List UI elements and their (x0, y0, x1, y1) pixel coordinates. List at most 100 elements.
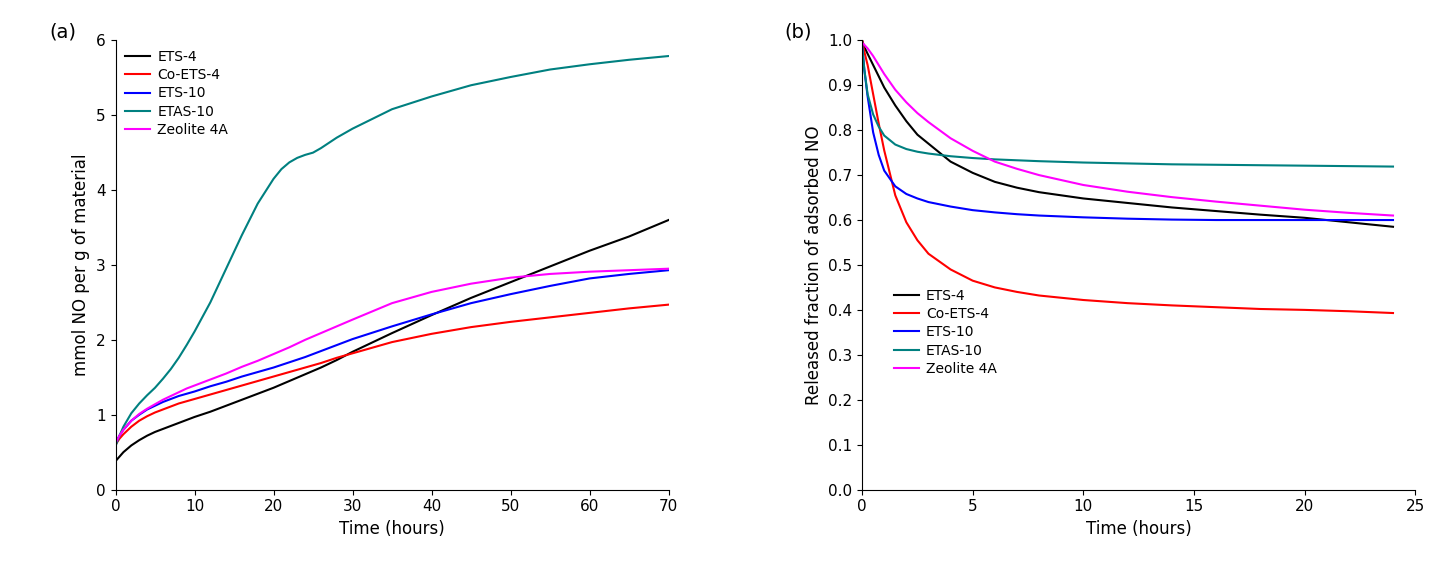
Co-ETS-4 (887, 192, 904, 199)
Zeolite 4A (178, 385, 195, 392)
ETS-10 (146, 402, 163, 409)
Co-ETS-4 (296, 364, 313, 371)
X-axis label: Time (hours): Time (hours) (339, 520, 445, 538)
Co-ETS-4 (312, 359, 329, 366)
Co-ETS-4 (139, 413, 156, 420)
ETS-10 (312, 347, 329, 354)
ETAS-10 (965, 154, 982, 161)
ETS-4 (542, 263, 559, 270)
Line: Co-ETS-4: Co-ETS-4 (862, 40, 1393, 313)
ETS-10 (264, 364, 282, 371)
ETAS-10 (273, 166, 290, 173)
ETS-10 (920, 199, 937, 206)
Co-ETS-4 (1252, 305, 1269, 312)
ETAS-10 (1340, 162, 1357, 169)
ETAS-10 (155, 376, 172, 382)
ETAS-10 (1385, 163, 1402, 170)
ETS-4 (853, 37, 871, 44)
Zeolite 4A (1074, 181, 1092, 188)
ETS-10 (859, 93, 877, 100)
ETS-10 (178, 391, 195, 397)
ETS-4 (1207, 207, 1225, 214)
ETAS-10 (280, 159, 297, 166)
Zeolite 4A (155, 396, 172, 403)
Zeolite 4A (898, 99, 915, 106)
ETAS-10 (130, 400, 147, 407)
ETS-10 (423, 311, 440, 318)
ETAS-10 (178, 342, 195, 348)
ETS-10 (1207, 217, 1225, 223)
ETS-10 (1340, 217, 1357, 223)
ETAS-10 (853, 41, 871, 48)
ETS-10 (1162, 216, 1180, 223)
Zeolite 4A (170, 389, 188, 396)
ETS-10 (853, 41, 871, 48)
Co-ETS-4 (1074, 297, 1092, 304)
ETS-10 (344, 336, 361, 343)
Co-ETS-4 (920, 250, 937, 257)
Zeolite 4A (312, 329, 329, 336)
ETS-4 (170, 419, 188, 426)
ETS-4 (1008, 184, 1025, 191)
ETS-10 (123, 417, 140, 424)
ETAS-10 (139, 392, 156, 399)
Co-ETS-4 (280, 369, 297, 376)
ETS-4 (875, 84, 892, 91)
ETS-10 (111, 432, 129, 439)
ETAS-10 (1162, 161, 1180, 168)
ETS-10 (114, 426, 131, 433)
Zeolite 4A (423, 289, 440, 295)
Co-ETS-4 (580, 309, 598, 316)
ETS-4 (280, 378, 297, 385)
Zeolite 4A (130, 411, 147, 418)
Zeolite 4A (660, 265, 677, 272)
Zeolite 4A (328, 323, 345, 330)
Line: ETAS-10: ETAS-10 (116, 56, 669, 446)
ETS-10 (155, 399, 172, 406)
Co-ETS-4 (859, 62, 877, 69)
ETS-10 (898, 191, 915, 198)
ETS-4 (107, 458, 124, 465)
Co-ETS-4 (146, 409, 163, 416)
ETS-4 (296, 371, 313, 378)
ETS-10 (1252, 217, 1269, 223)
ETS-10 (107, 439, 124, 446)
ETAS-10 (186, 328, 204, 335)
ETS-10 (130, 411, 147, 418)
Line: Co-ETS-4: Co-ETS-4 (116, 305, 669, 445)
ETS-10 (865, 129, 882, 136)
Zeolite 4A (503, 274, 520, 281)
ETAS-10 (248, 200, 266, 207)
ETS-4 (1119, 199, 1136, 206)
Co-ETS-4 (941, 266, 959, 273)
Zeolite 4A (462, 280, 479, 287)
ETS-4 (920, 140, 937, 147)
Co-ETS-4 (856, 48, 874, 55)
Co-ETS-4 (1207, 304, 1225, 310)
ETS-4 (965, 169, 982, 176)
ETS-4 (1295, 214, 1313, 221)
ETAS-10 (1252, 162, 1269, 169)
ETS-4 (344, 348, 361, 355)
Co-ETS-4 (234, 382, 251, 389)
ETAS-10 (859, 91, 877, 98)
Zeolite 4A (1119, 188, 1136, 195)
ETS-4 (234, 396, 251, 403)
ETS-4 (328, 357, 345, 363)
ETS-4 (660, 217, 677, 223)
ETAS-10 (580, 61, 598, 68)
Co-ETS-4 (965, 277, 982, 284)
ETAS-10 (218, 265, 235, 272)
ETS-10 (1008, 211, 1025, 218)
ETS-10 (856, 66, 874, 73)
ETAS-10 (234, 232, 251, 238)
Co-ETS-4 (986, 284, 1004, 291)
Co-ETS-4 (1031, 292, 1048, 299)
Co-ETS-4 (111, 435, 129, 442)
Zeolite 4A (1385, 212, 1402, 219)
ETS-4 (580, 247, 598, 254)
ETS-10 (965, 207, 982, 214)
Co-ETS-4 (865, 91, 882, 98)
Zeolite 4A (965, 147, 982, 154)
Line: ETS-4: ETS-4 (862, 40, 1393, 227)
